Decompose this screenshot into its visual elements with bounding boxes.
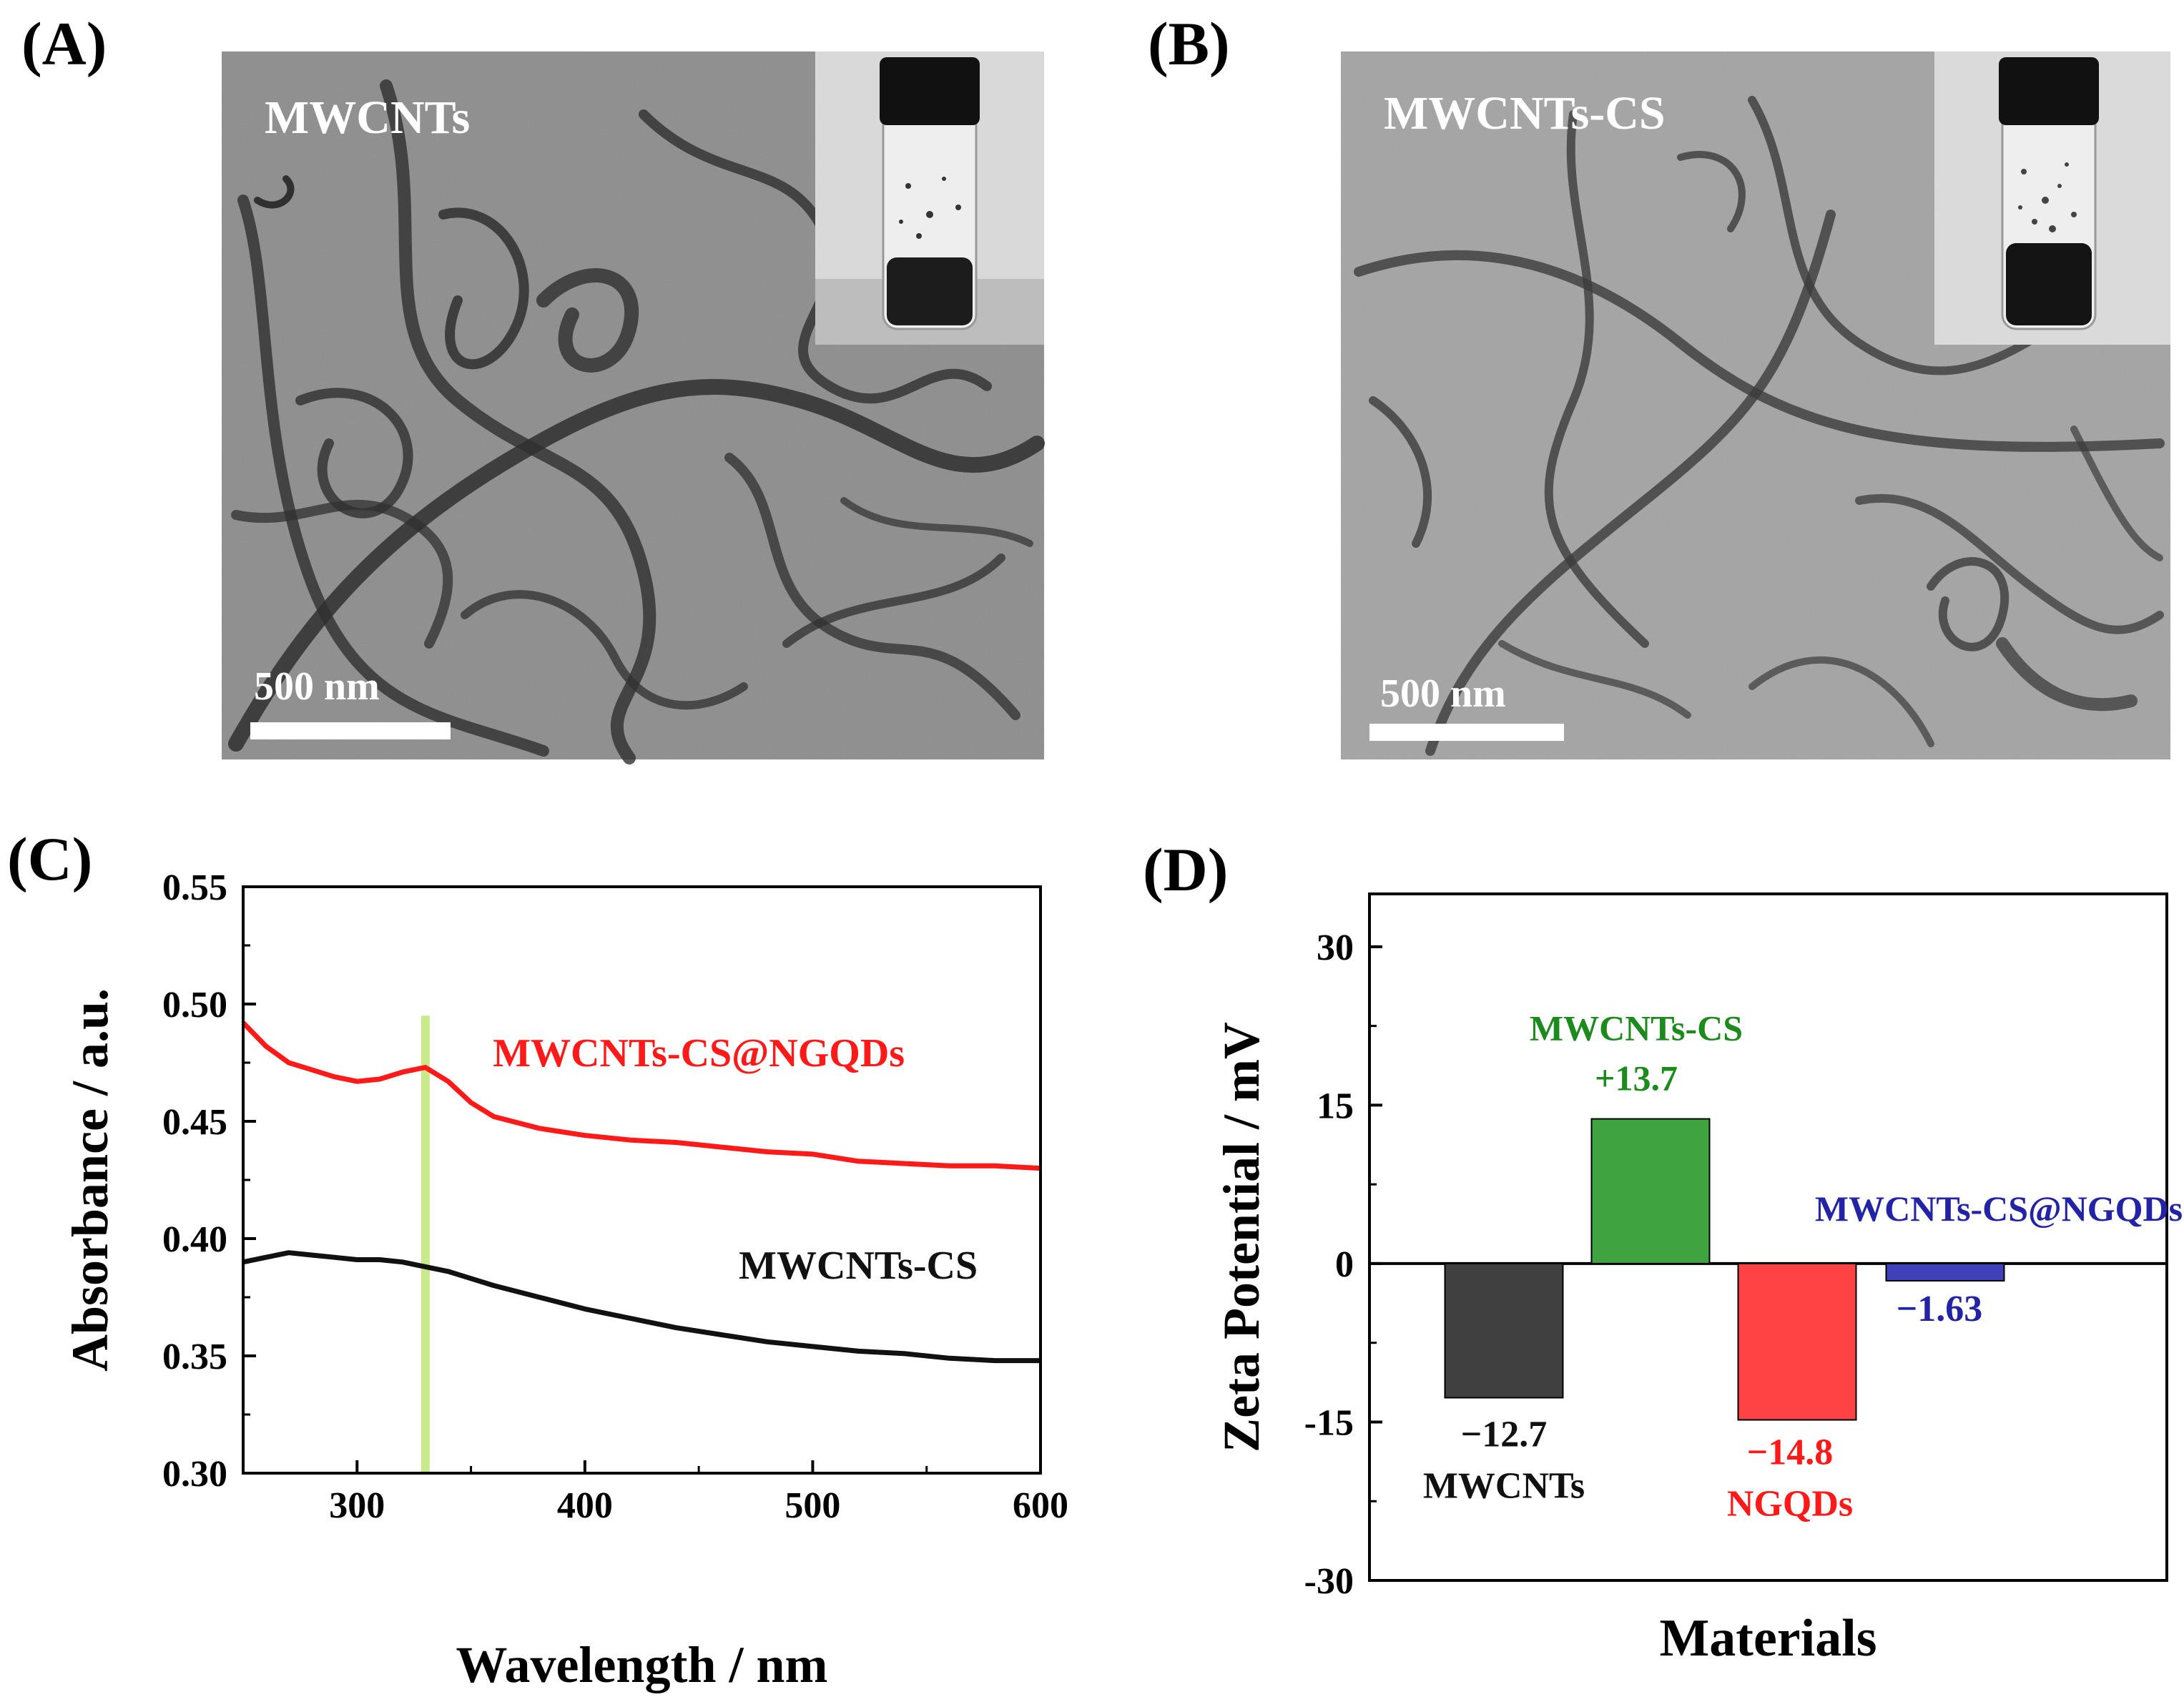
value-label-0: −12.7 <box>1461 1414 1548 1455</box>
y-tick-label: 0.40 <box>162 1219 227 1260</box>
nanotubes-a <box>228 79 1045 764</box>
y-tick-label: 0.50 <box>162 985 227 1025</box>
bar-2 <box>1737 1262 1857 1421</box>
x-axis-label: Materials <box>1659 1609 1876 1668</box>
value-label-2: −14.8 <box>1747 1432 1834 1473</box>
highlight-band <box>420 1015 430 1473</box>
x-axis-label: Wavelength / nm <box>456 1636 827 1693</box>
category-label-1: MWCNTs-CS <box>1530 1008 1743 1048</box>
scale-bar-label-b: 500 nm <box>1380 672 1506 716</box>
inset-vial-a <box>815 51 1044 345</box>
series-annotation-1: MWCNTs-CS <box>739 1244 978 1288</box>
y-tick-label: 15 <box>1317 1086 1354 1126</box>
series-line-mwcnts-cs-ngqds <box>241 1020 1041 1171</box>
image-title-a: MWCNTs <box>265 92 470 144</box>
series-annotation-0: MWCNTs-CS@NGQDs <box>493 1031 905 1076</box>
nanotubes-b <box>1354 96 2165 756</box>
y-axis-label: Absorbance / a.u. <box>62 988 119 1372</box>
y-tick-label: 0.45 <box>162 1102 227 1143</box>
plot-frame-d <box>1368 892 2168 1582</box>
y-tick-label: 0.35 <box>162 1337 227 1377</box>
tem-image-a: MWCNTs 500 nm <box>222 51 1045 764</box>
bar-1 <box>1590 1118 1711 1264</box>
x-tick-label: 500 <box>784 1485 840 1526</box>
bar-3 <box>1885 1262 2005 1282</box>
zeta-potential-chart: -30 -15 0 15 30 −12.7 MWCNTs MWCNTs-CS +13.7 −14.… <box>1213 892 2183 1668</box>
absorbance-chart: 300 400 500 600 0.30 0.35 0.40 0.45 0.50 0.55 Wave… <box>62 867 1068 1693</box>
y-tick-label: 0.55 <box>162 867 227 908</box>
panel-b-label: (B) <box>1148 9 1230 78</box>
panel-a-label: (A) <box>21 9 107 78</box>
scale-bar-a <box>250 722 451 739</box>
x-tick-label: 600 <box>1013 1485 1068 1526</box>
inset-vial-b <box>1934 51 2170 345</box>
y-tick-label: 30 <box>1317 928 1354 968</box>
y-axis-label: Zeta Potential / mV <box>1213 1022 1270 1452</box>
value-label-1: +13.7 <box>1595 1058 1678 1098</box>
x-tick-label: 400 <box>557 1485 613 1526</box>
plot-frame-c <box>242 885 1042 1475</box>
category-label-3: MWCNTs-CS@NGQDs <box>1815 1189 2183 1229</box>
category-label-2: NGQDs <box>1727 1484 1853 1525</box>
x-tick-label: 300 <box>329 1485 385 1526</box>
y-tick-label: -15 <box>1304 1402 1354 1443</box>
y-tick-label: -30 <box>1304 1561 1354 1602</box>
scale-bar-label-a: 500 nm <box>254 664 380 709</box>
scale-bar-b <box>1369 724 1564 741</box>
panel-c-label: (C) <box>7 825 92 893</box>
panel-d-label: (D) <box>1143 835 1228 904</box>
series-line-mwcnts-cs <box>242 1250 1041 1364</box>
image-title-b: MWCNTs-CS <box>1384 87 1666 139</box>
tem-image-b: MWCNTs-CS 500 nm <box>1341 51 2170 759</box>
value-label-3: −1.63 <box>1897 1289 1983 1329</box>
category-label-0: MWCNTs <box>1423 1465 1585 1506</box>
y-tick-label: 0 <box>1335 1244 1354 1285</box>
bar-0 <box>1444 1262 1564 1399</box>
y-tick-label: 0.30 <box>162 1454 227 1495</box>
